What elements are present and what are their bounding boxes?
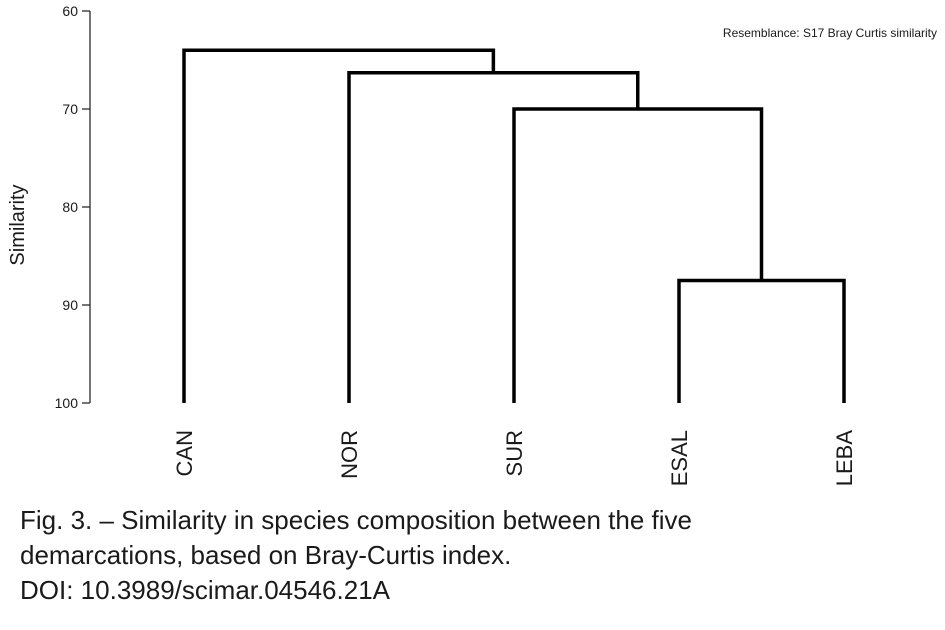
dendrogram-link [512, 107, 764, 403]
leaf-label: NOR [337, 430, 362, 479]
y-tick-label: 60 [62, 3, 78, 19]
dendrogram-chart: 60 70 80 90 100 Similarity Resemblance: S17 … [7, 3, 937, 487]
dendrogram-links [182, 48, 846, 403]
figure-caption: Fig. 3. – Similarity in species composit… [20, 503, 930, 608]
y-tick-label: 80 [62, 199, 78, 215]
y-axis: 60 70 80 90 100 [55, 3, 91, 411]
dendrogram-link [182, 48, 496, 403]
caption-line: DOI: 10.3989/scimar.04546.21A [20, 575, 391, 605]
dendrogram-link [677, 278, 846, 403]
leaf-label: SUR [502, 430, 527, 476]
caption-line: Fig. 3. – Similarity in species composit… [20, 505, 692, 535]
y-tick-label: 90 [62, 297, 78, 313]
y-axis-label: Similarity [7, 184, 29, 265]
leaf-label: ESAL [667, 430, 692, 486]
dendrogram-link [347, 70, 640, 403]
leaf-labels: CAN NOR SUR ESAL LEBA [172, 430, 857, 487]
y-tick-label: 70 [62, 101, 78, 117]
leaf-label: CAN [172, 430, 197, 476]
leaf-label: LEBA [832, 430, 857, 487]
resemblance-annotation: Resemblance: S17 Bray Curtis similarity [723, 26, 937, 40]
caption-line: demarcations, based on Bray-Curtis index… [20, 540, 512, 570]
y-tick-label: 100 [55, 395, 79, 411]
